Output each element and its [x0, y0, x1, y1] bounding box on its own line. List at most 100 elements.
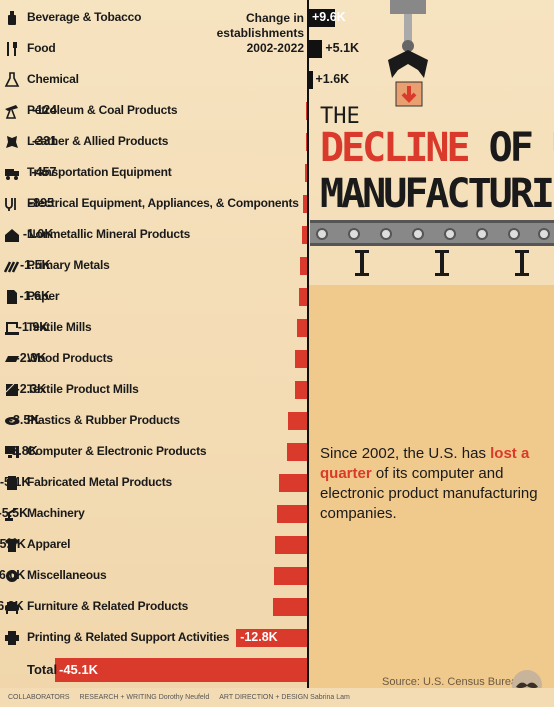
category-label: Chemical — [27, 72, 79, 86]
bar — [308, 40, 323, 58]
flask-icon — [4, 72, 20, 88]
data-label: -2.3K — [15, 382, 47, 396]
data-label: -457 — [31, 165, 57, 179]
hide-icon — [4, 134, 20, 150]
category-label: Printing & Related Support Activities — [27, 630, 230, 644]
chart-row: Wood Products -2.3K — [0, 347, 308, 371]
plug-icon — [4, 196, 20, 212]
category-label: Plastics & Rubber Products — [27, 413, 180, 427]
data-label: -331 — [31, 134, 57, 148]
title-line1: DECLINE OF U.S. — [320, 126, 554, 170]
data-label: -1.9K — [17, 320, 49, 334]
chart-row: Textile Product Mills -2.3K — [0, 378, 308, 402]
chart-row: Transportation Equipment -457 — [0, 161, 308, 185]
fork-knife-icon — [4, 41, 20, 57]
category-label: Fabricated Metal Products — [27, 475, 173, 489]
category-label: Textile Product Mills — [27, 382, 139, 396]
belt-roller — [348, 228, 360, 240]
bar — [305, 164, 308, 182]
note-text-after: of its computer and electronic product m… — [320, 465, 538, 522]
footer-art: ART DIRECTION + DESIGN Sabrina Lam — [219, 694, 350, 701]
chart-row: Chemical +1.6K — [0, 68, 349, 92]
bar — [288, 412, 308, 430]
bar — [272, 598, 308, 616]
gear-icon — [4, 568, 20, 584]
chart-row: Primary Metals -1.5K — [0, 254, 308, 278]
right-panel-background — [308, 285, 554, 695]
shirt-icon — [4, 537, 20, 553]
category-label: Furniture & Related Products — [27, 599, 189, 613]
chart-row: Nonmetallic Mineral Products -1.0K — [0, 223, 308, 247]
belt-leg — [355, 250, 369, 276]
category-label: Miscellaneous — [27, 568, 107, 582]
chart-row: Printing & Related Support Activities -12… — [0, 626, 308, 650]
footer-credits: COLLABORATORS RESEARCH + WRITING Dorothy… — [0, 688, 554, 707]
bar — [295, 350, 308, 368]
chart-row: Food +5.1K — [0, 37, 359, 61]
bar — [308, 9, 335, 27]
belt-leg — [435, 250, 449, 276]
title-manufacturing: MANUFACTURING — [320, 171, 554, 217]
printer-icon — [4, 630, 20, 646]
category-label: Machinery — [27, 506, 85, 520]
sewing-machine-icon — [4, 320, 20, 336]
bar — [295, 381, 308, 399]
oil-pump-icon — [4, 103, 20, 119]
tape-roll-icon — [4, 413, 20, 429]
data-label: -2.3K — [15, 351, 47, 365]
footer-research: RESEARCH + WRITING Dorothy Neufeld — [79, 694, 210, 701]
annotation-note: Since 2002, the U.S. has lost a quarter … — [320, 444, 548, 524]
bar — [302, 195, 308, 213]
wood-plank-icon — [4, 351, 20, 367]
conveyor-belt — [310, 220, 554, 246]
chart-row: Computer & Electronic Products -3.8K — [0, 440, 308, 464]
category-label: Leather & Allied Products — [27, 134, 169, 148]
category-label: Primary Metals — [27, 258, 110, 272]
paper-icon — [4, 289, 20, 305]
chart-row: Beverage & Tobacco +9.6K — [0, 6, 346, 30]
data-label: -1.6K — [19, 289, 51, 303]
note-highlight: lost a quarter — [320, 445, 530, 482]
title-of-us: OF U.S. — [488, 125, 554, 171]
data-label: +5.1K — [325, 41, 360, 55]
chart-row: Textile Mills -1.9K — [0, 316, 308, 340]
title-decline: DECLINE — [320, 125, 471, 171]
data-label: -5.9K — [0, 537, 26, 551]
bar — [302, 226, 308, 244]
bar — [297, 319, 308, 337]
data-label: -3.5K — [8, 413, 40, 427]
chart-row: Electrical Equipment, Appliances, & Comp… — [0, 192, 308, 216]
category-label: Paper — [27, 289, 60, 303]
belt-leg — [515, 250, 529, 276]
category-label: Electrical Equipment, Appliances, & Comp… — [27, 196, 299, 210]
bar — [236, 629, 308, 647]
category-label: Computer & Electronic Products — [27, 444, 207, 458]
category-label: Nonmetallic Mineral Products — [27, 227, 191, 241]
chart-row: Furniture & Related Products-6.3K — [0, 595, 308, 619]
chart-row: Petroleum & Coal Products -124 — [0, 99, 308, 123]
house-icon — [4, 227, 20, 243]
title-the: THE — [320, 104, 360, 129]
computer-icon — [4, 444, 20, 460]
change-header-line1: Change in establishments — [216, 11, 304, 40]
chart-row: Miscellaneous-6.0K — [0, 564, 308, 588]
belt-roller — [316, 228, 328, 240]
sofa-icon — [4, 599, 20, 615]
bar — [299, 257, 308, 275]
bar — [277, 505, 308, 523]
belt-roller — [538, 228, 550, 240]
chart-row: Machinery -5.5K — [0, 502, 308, 526]
data-label: -5.5K — [0, 506, 29, 520]
data-label: -5.1K — [0, 475, 31, 489]
category-label: Beverage & Tobacco — [27, 10, 142, 24]
category-label: Petroleum & Coal Products — [27, 103, 178, 117]
data-label: -124 — [31, 103, 57, 117]
fabric-icon — [4, 382, 20, 398]
bar — [274, 567, 308, 585]
chart-row: Apparel-5.9K — [0, 533, 308, 557]
category-label: Textile Mills — [27, 320, 92, 334]
bar — [286, 443, 308, 461]
category-label: Food — [27, 41, 56, 55]
bar — [279, 474, 308, 492]
